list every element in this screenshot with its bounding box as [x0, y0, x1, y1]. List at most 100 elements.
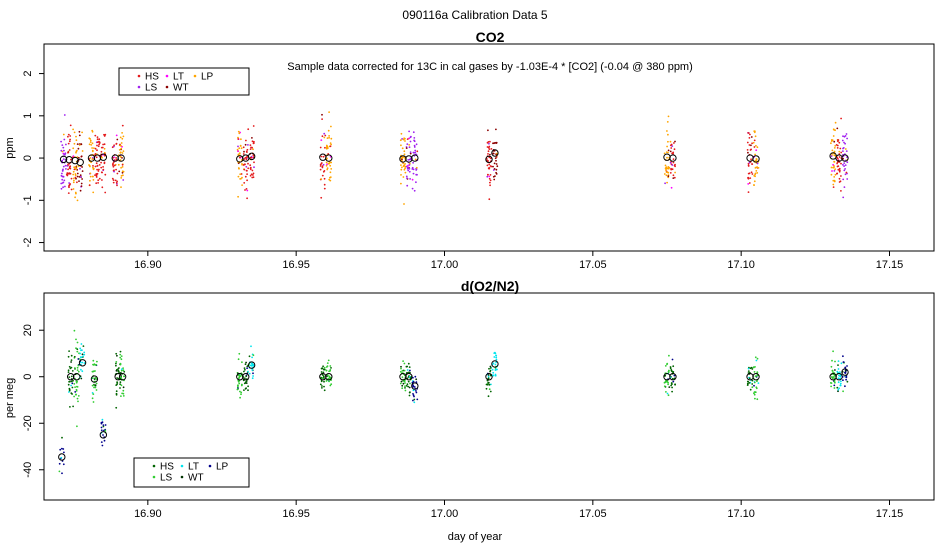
- co2-point: [400, 168, 403, 171]
- o2n2-point: [322, 365, 324, 368]
- o2n2-point: [666, 380, 669, 382]
- co2-point: [247, 128, 250, 131]
- o2n2-point: [490, 383, 492, 386]
- co2-point: [409, 151, 412, 154]
- co2-point: [119, 159, 122, 161]
- co2-point: [844, 148, 847, 150]
- co2-mean-marker: [99, 153, 108, 161]
- co2-point: [79, 189, 82, 192]
- o2n2-point: [748, 377, 751, 380]
- co2-point: [244, 189, 246, 191]
- o2n2-point: [404, 389, 407, 392]
- co2-point: [673, 142, 675, 144]
- co2-point: [840, 175, 842, 177]
- co2-point: [251, 140, 254, 143]
- co2-point: [101, 146, 104, 149]
- o2n2-point: [753, 381, 756, 384]
- o2n2-point: [754, 375, 757, 377]
- o2n2-point: [748, 382, 751, 384]
- co2-point: [62, 158, 65, 161]
- o2n2-point: [120, 358, 123, 361]
- o2n2-point: [831, 369, 834, 372]
- co2-point: [118, 149, 121, 151]
- o2n2-point: [61, 447, 63, 450]
- co2-point: [72, 170, 75, 173]
- co2-point: [115, 158, 118, 161]
- co2-point: [831, 170, 833, 172]
- co2-point: [78, 176, 81, 178]
- co2-point: [323, 183, 326, 186]
- co2-point: [116, 184, 118, 187]
- o2n2-point: [665, 391, 667, 393]
- o2n2-group: [247, 345, 256, 380]
- o2n2-point: [408, 371, 410, 374]
- co2-point: [665, 167, 668, 170]
- co2-point: [96, 136, 99, 139]
- o2n2-group: [118, 353, 127, 397]
- co2-point: [92, 175, 94, 178]
- o2n2-point: [115, 406, 118, 409]
- co2-point: [663, 152, 666, 155]
- co2-point: [67, 163, 69, 166]
- co2-point: [320, 196, 323, 199]
- co2-point: [96, 149, 98, 152]
- co2-point: [67, 192, 70, 195]
- o2n2-point: [413, 398, 416, 401]
- co2-point: [115, 134, 118, 137]
- co2-point: [122, 174, 124, 177]
- co2-point: [241, 176, 243, 179]
- co2-mean-marker: [669, 154, 677, 162]
- co2-point: [842, 196, 845, 199]
- o2n2-point: [753, 371, 756, 373]
- o2n2-point: [92, 401, 95, 403]
- o2n2-point: [488, 388, 491, 391]
- co2-point: [407, 169, 410, 172]
- o2n2-point: [842, 361, 845, 363]
- o2n2-point: [68, 376, 71, 378]
- co2-point: [838, 150, 841, 153]
- o2n2-point: [325, 366, 328, 368]
- co2-point: [671, 145, 674, 148]
- co2-point: [842, 147, 845, 149]
- co2-point: [842, 163, 844, 166]
- o2n2-point: [486, 383, 489, 386]
- co2-point: [63, 149, 65, 152]
- o2n2-point: [115, 361, 118, 363]
- o2n2-point: [120, 355, 123, 357]
- co2-point: [243, 150, 245, 153]
- co2-point: [830, 140, 833, 143]
- o2n2-point: [485, 387, 488, 390]
- co2-point: [92, 179, 95, 181]
- co2-point: [324, 134, 327, 137]
- co2-point: [415, 181, 417, 184]
- co2-point: [404, 163, 406, 165]
- o2n2-point: [409, 391, 411, 394]
- co2-point: [834, 121, 837, 124]
- o2n2-point: [72, 405, 74, 408]
- o2n2-point: [75, 380, 78, 383]
- co2-point: [672, 177, 675, 180]
- o2n2-point: [488, 367, 490, 370]
- co2-point: [836, 147, 839, 149]
- o2n2-group: [752, 356, 760, 401]
- co2-point: [242, 153, 245, 155]
- o2n2-point: [746, 384, 749, 386]
- co2-point: [89, 175, 92, 178]
- co2-y-tick-label: 1: [22, 113, 34, 119]
- o2n2-point: [403, 369, 406, 372]
- co2-point: [323, 132, 326, 135]
- o2n2-point: [837, 360, 840, 362]
- o2n2-point: [753, 392, 755, 395]
- co2-x-tick-label: 17.15: [876, 259, 904, 271]
- o2n2-point: [838, 374, 840, 377]
- co2-point: [844, 135, 847, 137]
- o2n2-point: [667, 394, 670, 397]
- co2-point: [101, 179, 103, 181]
- o2n2-point: [487, 377, 490, 380]
- o2n2-point: [116, 354, 118, 357]
- co2-point: [489, 140, 491, 143]
- o2n2-y-tick-label: -20: [22, 415, 34, 431]
- co2-group: [405, 130, 413, 187]
- co2-point: [667, 149, 670, 152]
- co2-point: [101, 171, 103, 174]
